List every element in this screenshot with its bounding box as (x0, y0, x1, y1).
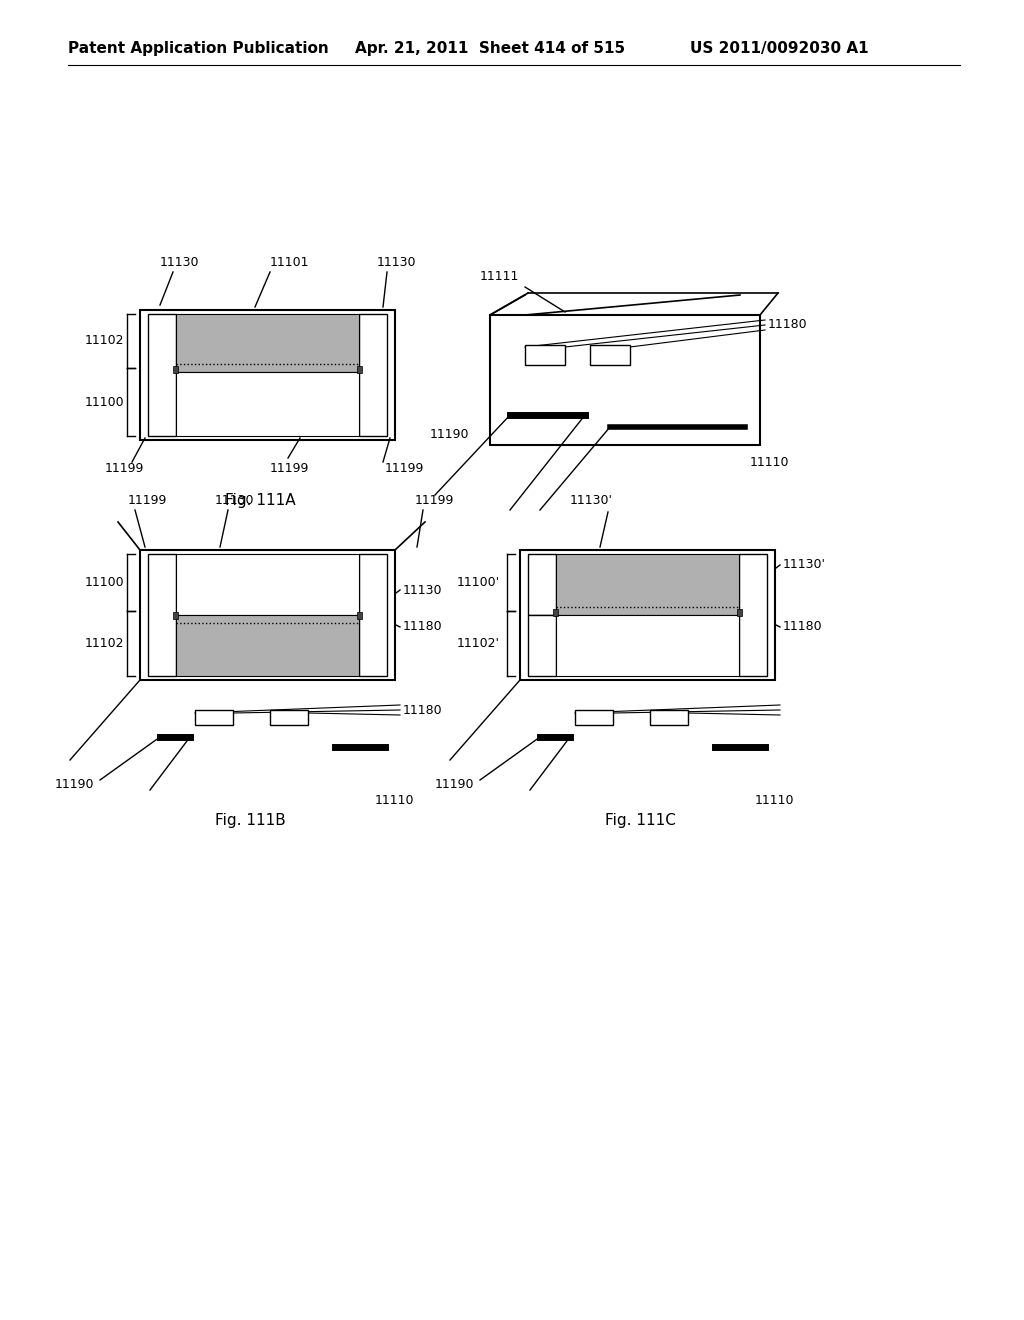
Text: 11130': 11130' (783, 558, 826, 572)
Bar (739, 554, 767, 676)
Bar (520, 550, 775, 680)
Bar (176, 372, 359, 436)
Bar (176, 314, 359, 372)
Bar (525, 345, 565, 366)
Text: 11100: 11100 (85, 576, 125, 589)
Bar (556, 554, 739, 615)
Text: 11190: 11190 (435, 779, 474, 792)
Text: 11199: 11199 (270, 462, 309, 474)
Text: 11102: 11102 (85, 334, 125, 347)
Text: 11180: 11180 (403, 620, 442, 634)
Text: 11130: 11130 (215, 494, 255, 507)
Bar (176, 554, 359, 615)
Bar (270, 710, 308, 725)
Text: 11130: 11130 (160, 256, 200, 268)
Text: 11110: 11110 (750, 457, 790, 470)
Bar (359, 554, 387, 676)
Bar (148, 554, 176, 676)
Bar (140, 550, 395, 680)
Text: 11110: 11110 (755, 793, 795, 807)
Bar (553, 609, 558, 616)
Text: 11100: 11100 (85, 396, 125, 408)
Text: Fig. 111B: Fig. 111B (215, 813, 286, 828)
Text: Patent Application Publication: Patent Application Publication (68, 41, 329, 55)
Bar (140, 310, 395, 440)
Bar (176, 615, 359, 676)
Text: 11102: 11102 (85, 638, 125, 649)
Bar (590, 345, 630, 366)
Bar (195, 710, 233, 725)
Text: 11180: 11180 (783, 620, 822, 634)
Bar (148, 314, 176, 436)
Text: Fig. 111A: Fig. 111A (224, 492, 295, 507)
Text: 11100': 11100' (457, 576, 500, 589)
Bar (357, 612, 362, 619)
Text: 11199: 11199 (128, 494, 167, 507)
Text: Fig. 111C: Fig. 111C (604, 813, 676, 828)
Text: 11199: 11199 (105, 462, 144, 474)
Text: Apr. 21, 2011  Sheet 414 of 515: Apr. 21, 2011 Sheet 414 of 515 (355, 41, 625, 55)
Text: 11130: 11130 (377, 256, 417, 268)
Text: 11190: 11190 (55, 779, 94, 792)
Text: 11190: 11190 (430, 429, 469, 441)
Text: 11180: 11180 (403, 704, 442, 717)
Bar (359, 314, 387, 436)
Bar (528, 615, 556, 676)
Bar (737, 609, 742, 616)
Text: 11199: 11199 (415, 494, 455, 507)
Text: 11130: 11130 (403, 583, 442, 597)
Bar (556, 615, 739, 676)
Bar (650, 710, 688, 725)
Text: 11130': 11130' (570, 494, 613, 507)
Bar (490, 315, 760, 445)
Text: 11180: 11180 (768, 318, 808, 331)
Text: 11110: 11110 (375, 793, 415, 807)
Text: 11102': 11102' (457, 638, 500, 649)
Bar (575, 710, 613, 725)
Bar (528, 554, 556, 615)
Bar (173, 366, 178, 374)
Bar (173, 612, 178, 619)
Bar (357, 366, 362, 374)
Text: 11199: 11199 (385, 462, 424, 474)
Text: 11101: 11101 (270, 256, 309, 268)
Text: 11111: 11111 (480, 271, 519, 284)
Text: US 2011/0092030 A1: US 2011/0092030 A1 (690, 41, 868, 55)
